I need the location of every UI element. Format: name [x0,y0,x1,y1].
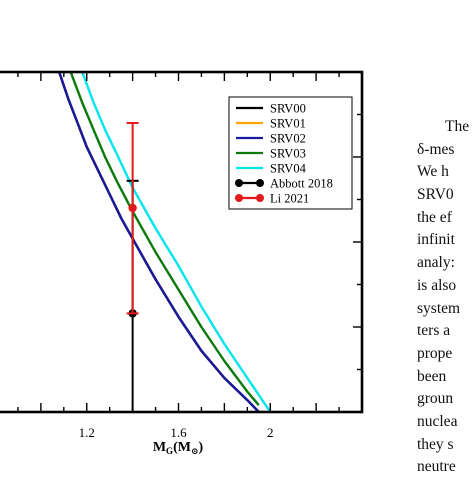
legend-label-srv03: SRV03 [270,147,306,161]
x-axis-label: MG(M⊙) [153,440,204,456]
paragraph-line: been [417,367,447,385]
legend-marker-li-2021 [256,194,264,202]
paragraph-line: neutre [417,458,456,476]
legend-label-li-2021: Li 2021 [270,192,309,206]
x-tick-labels: 1.2 1.6 2 [79,425,274,440]
paragraph-line: infinit [417,231,455,249]
paragraph-line: they s [417,435,454,453]
x-tick-label: 1.2 [79,425,95,440]
error-bars [126,122,139,413]
data-point-li-2021 [128,203,137,213]
paragraph-line: δ-mes [417,140,455,158]
paragraph-line: the ef [417,208,452,226]
legend-marker-abbott-2018 [235,179,243,187]
paragraph-line: We h [417,163,449,181]
paragraph-line: analy: [417,254,455,272]
legend-label-srv01: SRV01 [270,117,306,131]
paragraph-line: groun [417,390,454,408]
series-line-srv02 [58,72,260,412]
series-line-srv04 [81,72,272,412]
legend-marker-abbott-2018 [256,179,264,187]
x-tick-label: 1.6 [170,425,187,440]
legend-label-srv02: SRV02 [270,132,306,146]
paragraph-line: ters a [417,322,451,340]
paragraph-line: prope [417,344,453,362]
body-paragraph: The δ-mes We h SRV0 the ef infinit analy: is al… [417,116,474,479]
x-tick-label: 2 [267,425,274,440]
legend-label-srv00: SRV00 [270,102,306,116]
legend-label-srv04: SRV04 [270,162,307,176]
series-line-srv03 [69,72,260,406]
paragraph-line: is also [417,276,457,294]
paragraph-line: SRV0 [417,186,454,204]
paragraph-line: The [445,118,470,135]
axis-ticks [17,71,363,413]
legend-marker-li-2021 [235,194,243,202]
paragraph-line: system [417,299,461,317]
series-curves [58,72,272,412]
legend-label-abbott-2018: Abbott 2018 [270,177,333,191]
paragraph-line: nuclea [417,412,458,430]
